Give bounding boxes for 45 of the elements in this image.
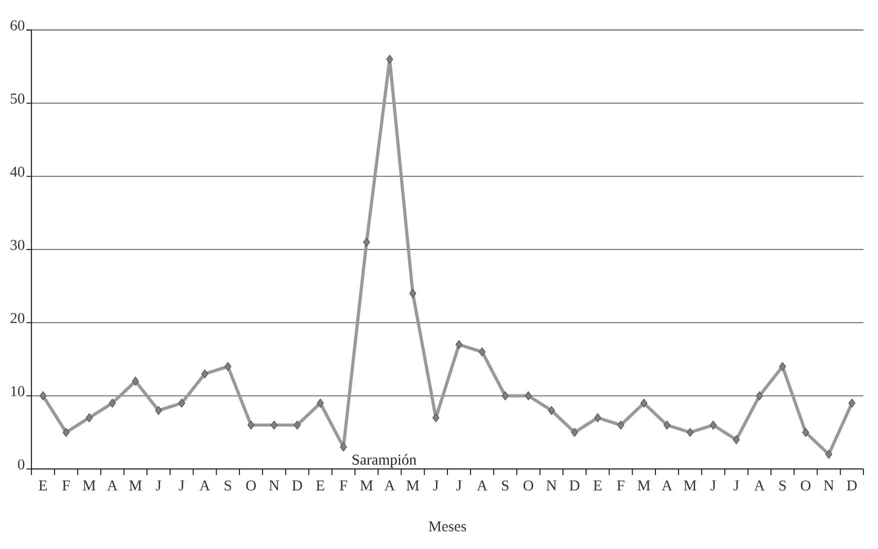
y-tick-label: 30: [10, 240, 24, 250]
x-tick-label: E: [316, 480, 324, 490]
y-tick-label: 60: [10, 20, 24, 30]
y-tick-label: 50: [10, 94, 24, 104]
x-tick-label: F: [62, 480, 70, 490]
y-tick-label: 40: [10, 166, 24, 177]
x-tick-label: N: [269, 480, 280, 490]
x-tick-label: O: [800, 480, 810, 491]
x-tick-label: A: [200, 480, 210, 490]
x-tick-label: S: [502, 480, 508, 491]
x-tick-label: A: [754, 480, 765, 490]
x-tick-label: M: [684, 480, 696, 490]
x-tick-label: J: [179, 480, 184, 490]
x-axis-title: Meses: [428, 521, 466, 532]
x-tick-label: J: [456, 480, 462, 490]
x-tick-label: N: [824, 480, 834, 490]
x-tick-label: D: [570, 480, 580, 490]
x-tick-label: E: [38, 480, 47, 490]
x-tick-label: S: [779, 480, 786, 491]
x-tick-label: D: [292, 480, 302, 490]
x-tick-label: F: [617, 480, 624, 490]
x-tick-label: O: [246, 480, 256, 491]
x-tick-label: A: [662, 480, 672, 490]
x-tick-label: N: [546, 480, 557, 490]
x-tick-label: E: [594, 480, 602, 490]
x-tick-label: M: [360, 480, 373, 490]
x-tick-label: M: [406, 480, 420, 490]
x-tick-label: D: [846, 480, 857, 490]
x-tick-label: M: [129, 480, 142, 490]
x-tick-label: M: [638, 480, 650, 490]
y-tick-label: 10: [11, 386, 24, 396]
x-tick-label: S: [224, 480, 232, 491]
x-tick-label: A: [384, 480, 395, 490]
x-tick-label: O: [524, 480, 534, 491]
series-label: Sarampión: [352, 454, 416, 468]
x-tick-label: J: [710, 480, 716, 490]
x-tick-label: A: [476, 480, 488, 490]
x-tick-label: F: [340, 480, 348, 490]
x-tick-label: J: [433, 480, 438, 490]
x-tick-label: J: [156, 480, 162, 490]
y-tick-label: 20: [10, 313, 24, 324]
y-tick-label: 0: [18, 459, 24, 470]
x-tick-label: A: [107, 480, 118, 490]
x-tick-label: M: [83, 480, 96, 490]
x-tick-label: J: [734, 480, 739, 490]
